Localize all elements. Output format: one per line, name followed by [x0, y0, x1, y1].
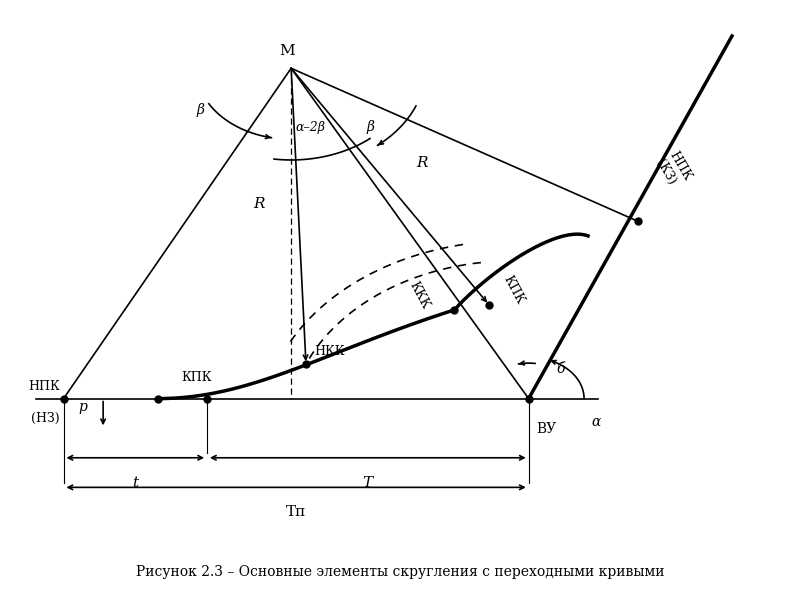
Text: ВУ: ВУ [537, 422, 557, 436]
Text: НКК: НКК [314, 345, 345, 358]
Text: β: β [366, 121, 374, 134]
Text: КПК: КПК [501, 274, 526, 307]
Text: T: T [362, 476, 373, 490]
Text: НПК
(КЗ): НПК (КЗ) [654, 149, 694, 191]
Text: НПК: НПК [28, 380, 59, 392]
Text: Тп: Тп [286, 505, 306, 519]
Text: α–2β: α–2β [295, 121, 325, 134]
Text: б: б [556, 362, 565, 376]
Text: t: t [132, 476, 138, 490]
Text: Рисунок 2.3 – Основные элементы скругления с переходными кривыми: Рисунок 2.3 – Основные элементы скруглен… [136, 565, 664, 579]
Text: р: р [78, 400, 87, 415]
Text: R: R [254, 197, 265, 211]
Text: β: β [196, 103, 204, 116]
Text: α: α [591, 415, 601, 429]
Text: ККК: ККК [406, 279, 431, 311]
Text: КПК: КПК [182, 371, 212, 384]
Text: (НЗ): (НЗ) [31, 412, 59, 425]
Text: М: М [279, 44, 295, 58]
Text: R: R [416, 156, 427, 170]
